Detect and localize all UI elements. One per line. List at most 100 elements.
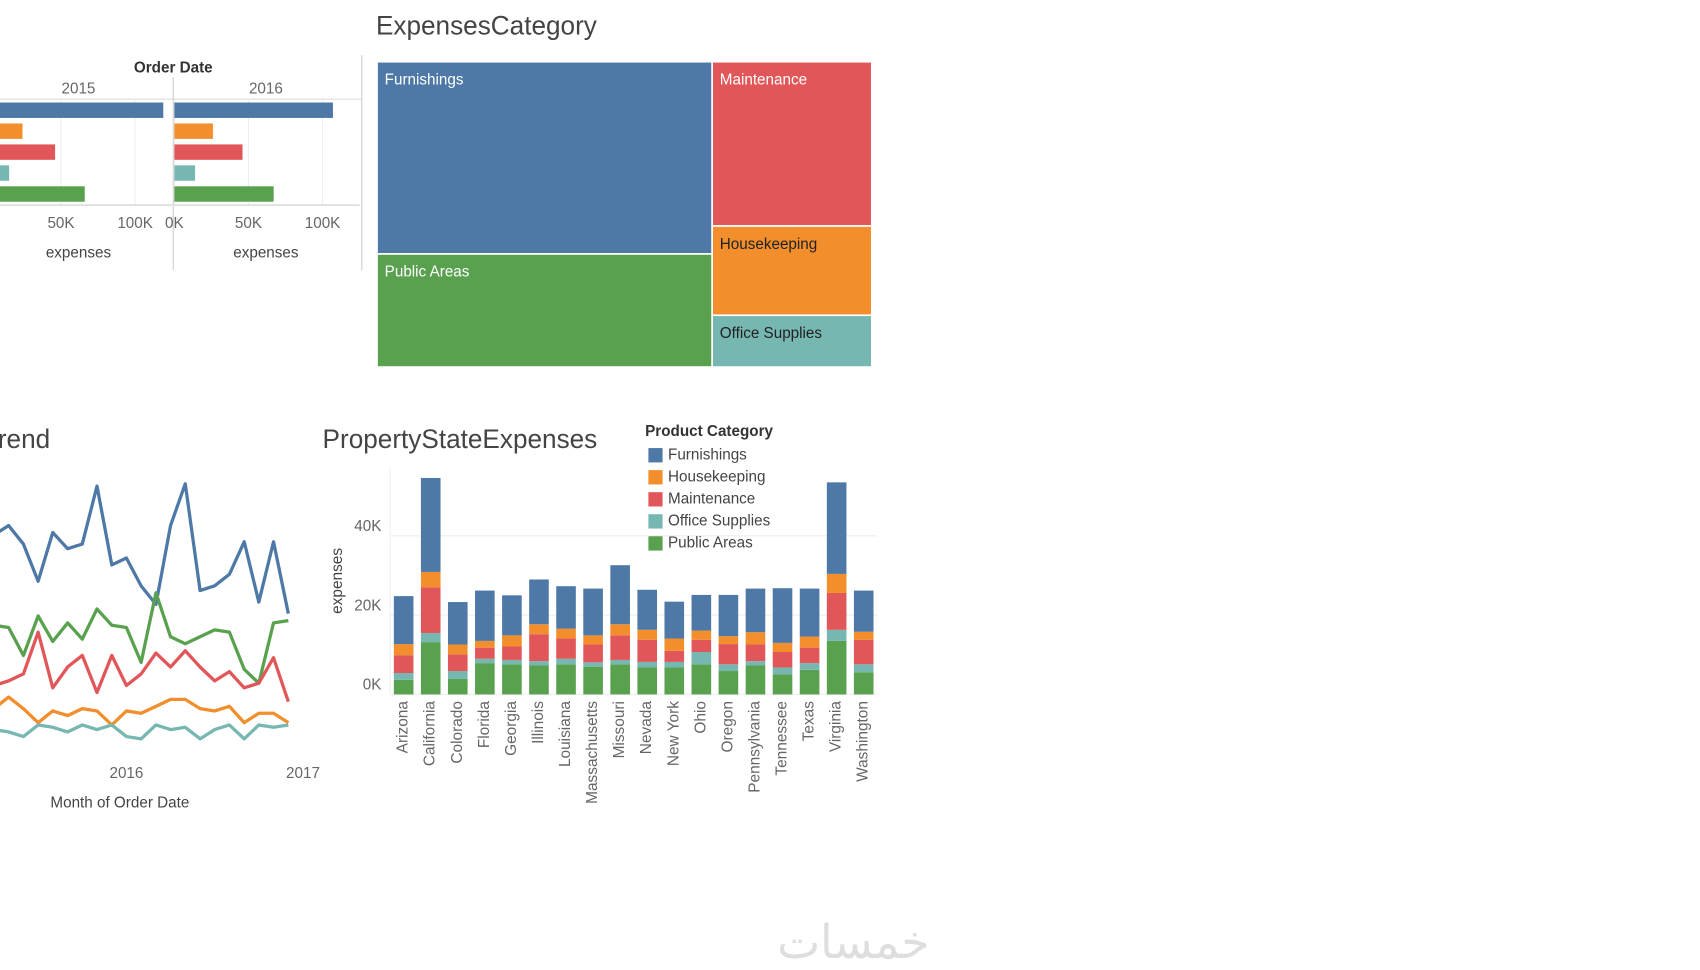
bar-segment [691, 652, 712, 665]
bar-segment [447, 654, 468, 672]
x-tick-label: Tennessee [774, 701, 791, 776]
bar-segment [556, 658, 576, 665]
bar-segment [718, 636, 739, 645]
bar [174, 123, 213, 139]
x-tick-label: Georgia [503, 701, 520, 756]
bar-segment [393, 673, 414, 680]
bar-segment [583, 666, 603, 695]
bar-segment [637, 667, 658, 695]
bar [0, 186, 85, 202]
bar-segment [691, 630, 712, 640]
bar-segment [772, 642, 793, 653]
bar-segment [799, 663, 820, 670]
bar-segment [393, 655, 414, 674]
bar-segment [393, 679, 414, 695]
bar-segment [610, 664, 630, 695]
bar-segment [420, 477, 441, 572]
x-tick-label: Washington [855, 701, 872, 782]
bar-segment [610, 565, 630, 625]
bar-segment [447, 644, 468, 655]
bar-segment [853, 664, 874, 673]
legend-label: Public Areas [668, 534, 753, 551]
bar-segment [826, 482, 847, 574]
treemap-cell [711, 314, 873, 368]
bar-segment [556, 628, 576, 639]
bar [0, 144, 56, 160]
bar-segment [447, 671, 468, 679]
bar-segment [826, 592, 847, 630]
x-tick-label: 2016 [109, 765, 143, 782]
bar-segment [583, 588, 603, 636]
bar-segment [637, 661, 658, 668]
bar-segment [637, 629, 658, 640]
x-axis-label: Month of Order Date [50, 795, 189, 812]
bar-segment [853, 590, 874, 632]
bar-segment [610, 624, 630, 636]
bar-segment [529, 579, 549, 625]
bar-segment [745, 665, 766, 695]
x-tick-label: Massachusetts [584, 701, 601, 804]
x-tick-label: California [422, 701, 439, 767]
bar-segment [420, 587, 441, 633]
bar [174, 144, 243, 160]
panel-label: 2016 [249, 80, 283, 97]
bar-segment [664, 650, 685, 662]
y-tick-label: 40K [354, 518, 382, 535]
bar-segment [529, 661, 549, 666]
bar-segment [718, 594, 739, 637]
bar-segment [447, 602, 468, 645]
chart-title: rend [0, 424, 50, 454]
line [0, 630, 290, 703]
bar-segment [420, 642, 441, 695]
header: Order Date [134, 59, 213, 76]
bar-segment [745, 661, 766, 666]
bar-segment [610, 659, 630, 665]
line [0, 695, 290, 727]
legend-title: Product Category [645, 423, 773, 440]
legend-swatch [648, 448, 663, 463]
y-tick-label: 20K [354, 597, 382, 614]
x-tick-label: Arizona [395, 701, 412, 754]
x-tick-label: Nevada [638, 701, 655, 755]
bar-segment [475, 658, 495, 664]
bar-segment [502, 646, 522, 660]
bar-segment [502, 635, 522, 647]
legend-label: Maintenance [668, 490, 755, 507]
bar-segment [393, 596, 414, 645]
bar-segment [772, 652, 793, 668]
x-tick-label: 100K [117, 215, 153, 232]
bar-segment [826, 573, 847, 593]
chart-title: ExpensesCategory [376, 10, 598, 40]
bar [174, 102, 333, 118]
bar [174, 165, 196, 181]
bar-segment [502, 659, 522, 665]
panel-label: 2015 [62, 80, 96, 97]
x-tick-label: Oregon [720, 701, 737, 752]
bar-segment [475, 640, 495, 648]
bar-segment [393, 644, 414, 656]
bar-segment [556, 638, 576, 659]
bar-segment [420, 632, 441, 643]
bar-segment [664, 638, 685, 651]
bar [0, 102, 164, 118]
bar-segment [745, 632, 766, 645]
bar-segment [799, 588, 820, 637]
watermark: خمسات [777, 916, 930, 968]
line [0, 591, 289, 685]
x-tick-label: Pennsylvania [747, 701, 764, 793]
cell-label: Housekeeping [720, 236, 817, 253]
bar-segment [853, 639, 874, 665]
line [0, 482, 290, 614]
bar [174, 186, 274, 202]
bar-segment [637, 589, 658, 630]
bar-segment [745, 644, 766, 662]
bar-segment [718, 671, 739, 695]
legend-swatch [648, 492, 663, 507]
bar-segment [691, 594, 712, 631]
bar-segment [529, 665, 549, 695]
cell-label: Maintenance [720, 71, 807, 88]
bar-segment [583, 662, 603, 667]
bar-segment [853, 672, 874, 695]
y-axis-label: expenses [329, 548, 346, 614]
